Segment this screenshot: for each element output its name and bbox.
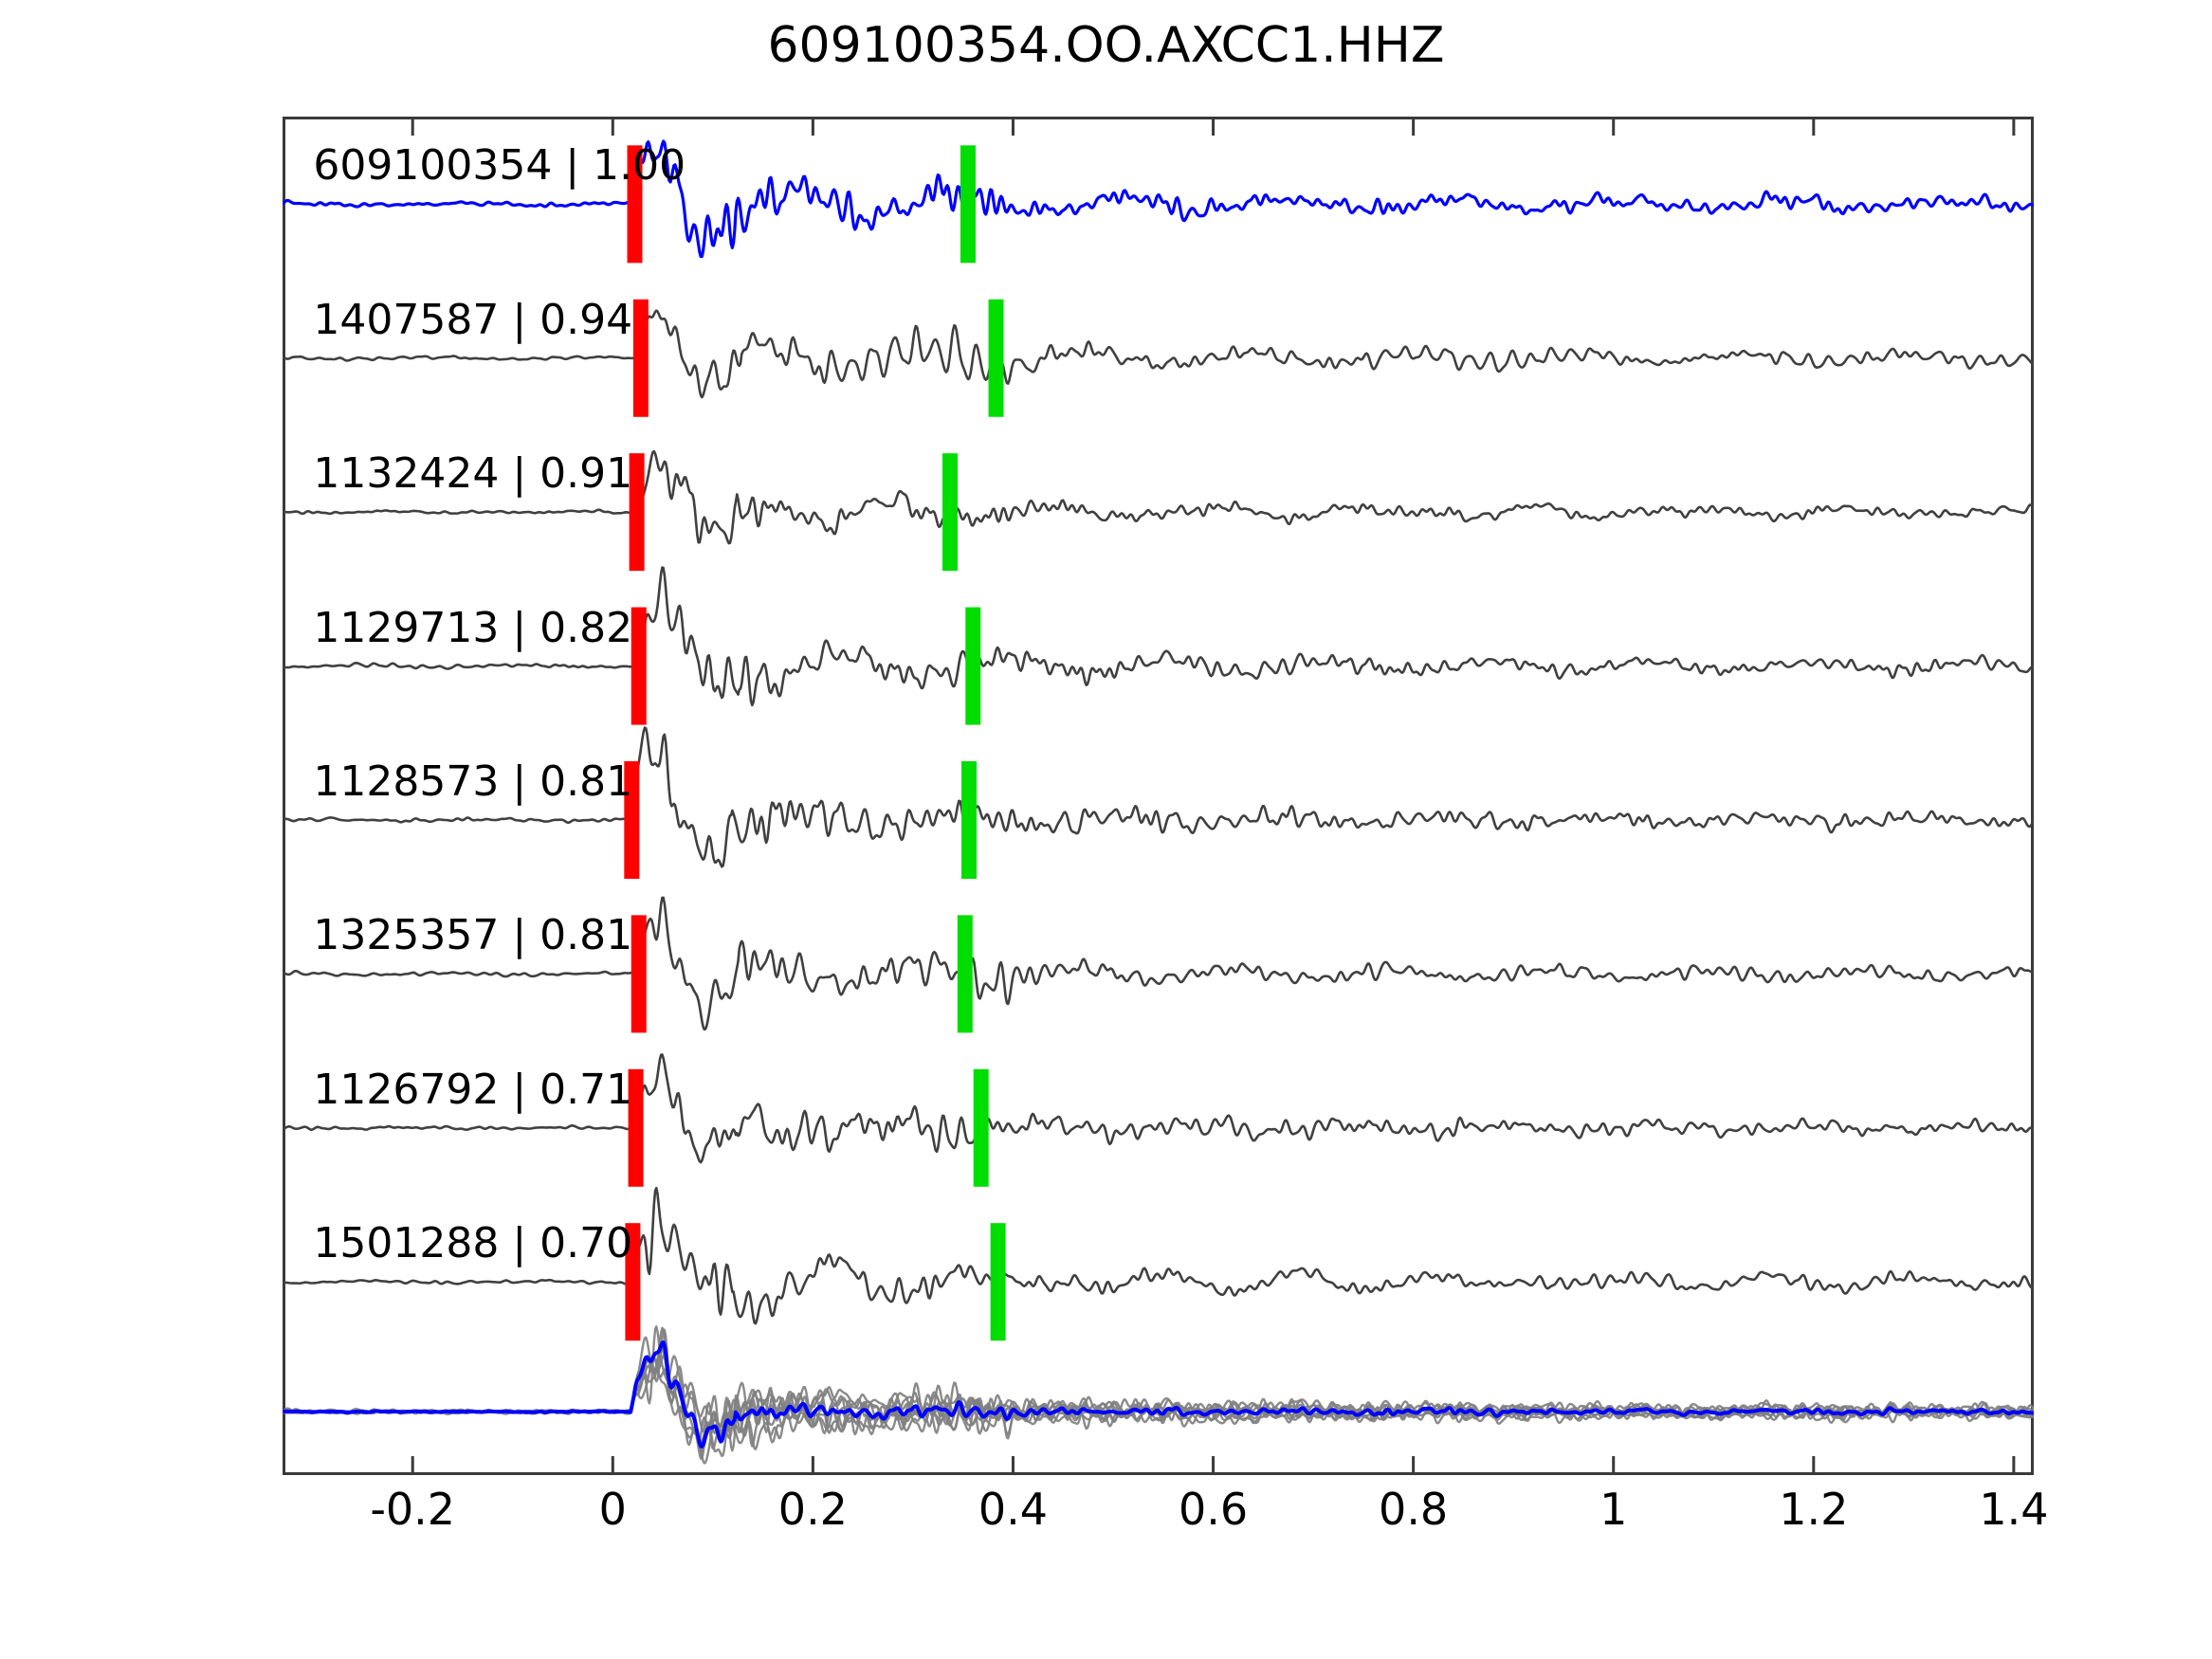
x-tick-label: 0 xyxy=(598,1484,627,1535)
trace-label: 1325357 | 0.81 xyxy=(313,911,633,960)
trace-label: 1126792 | 0.71 xyxy=(313,1065,633,1114)
x-axis-tick-labels: -0.2 0 0.2 0.4 0.6 0.8 1 1.2 1.4 xyxy=(283,1484,2048,1550)
x-tick-label: 0.6 xyxy=(1178,1484,1249,1535)
x-tick-label: 0.4 xyxy=(978,1484,1049,1535)
trace-label: 1501288 | 0.70 xyxy=(313,1219,633,1268)
x-tick-label: 1 xyxy=(1600,1484,1628,1535)
page-title: 609100354.OO.AXCC1.HHZ xyxy=(767,17,1445,74)
trace-label: 1407587 | 0.94 xyxy=(313,295,633,344)
trace-label: 1128573 | 0.81 xyxy=(313,757,633,806)
trace-label: 1129713 | 0.82 xyxy=(313,603,633,652)
x-tick-label: -0.2 xyxy=(370,1484,456,1535)
x-tick-label: 0.8 xyxy=(1379,1484,1449,1535)
trace-label: 1132424 | 0.91 xyxy=(313,449,633,499)
x-tick-label: 1.4 xyxy=(1979,1484,2049,1535)
x-tick-label: 0.2 xyxy=(777,1484,848,1535)
trace-label: 609100354 | 1.00 xyxy=(313,141,686,191)
x-tick-label: 1.2 xyxy=(1779,1484,1849,1535)
